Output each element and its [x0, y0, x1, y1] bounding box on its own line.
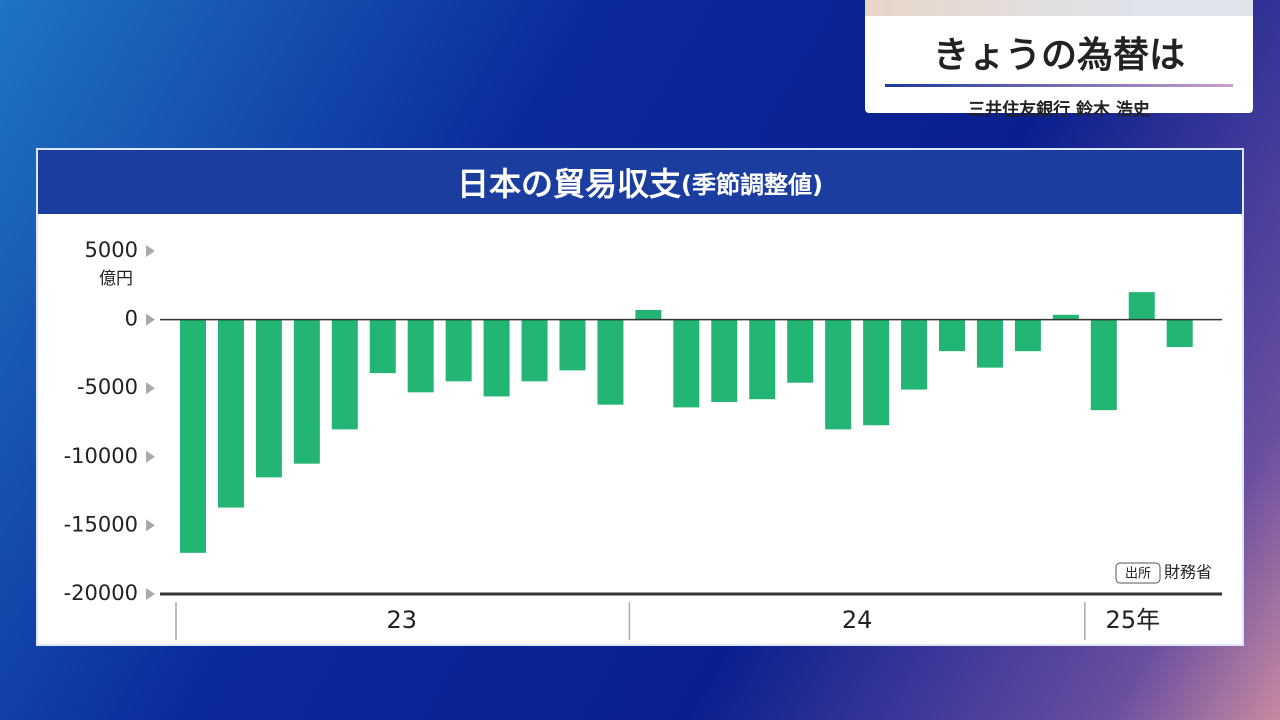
- y-tick-label: -10000: [64, 444, 138, 468]
- y-tick-mark: [146, 245, 155, 257]
- bar: [976, 319, 1003, 368]
- y-tick-label: 5000: [85, 238, 138, 262]
- bar: [635, 309, 662, 320]
- bar: [1052, 314, 1079, 320]
- bar: [939, 319, 965, 352]
- source-tag: 出所: [1125, 567, 1151, 582]
- bar: [711, 319, 738, 402]
- bar: [217, 319, 244, 508]
- header-rule: [885, 84, 1233, 87]
- bar: [521, 319, 548, 382]
- chart-subtitle: (季節調整値): [681, 170, 823, 199]
- bar: [1128, 292, 1155, 320]
- bar: [407, 319, 434, 393]
- y-tick-label: 0: [125, 307, 138, 331]
- bar: [1166, 319, 1193, 348]
- y-axis-unit: 億円: [99, 269, 133, 289]
- y-tick-label: -15000: [64, 512, 138, 536]
- bar: [597, 319, 624, 405]
- chart-title: 日本の貿易収支: [457, 165, 682, 203]
- bar: [863, 319, 890, 426]
- y-tick-label: -5000: [77, 375, 138, 399]
- bar: [1014, 319, 1041, 352]
- header-title: きょうの為替は: [932, 35, 1185, 76]
- presenter: 三井住友銀行 鈴木 浩史: [968, 100, 1150, 120]
- bar: [749, 319, 776, 400]
- bar: [331, 319, 358, 430]
- title-bar: 日本の貿易収支 (季節調整値): [38, 150, 1242, 214]
- bar: [673, 319, 700, 408]
- bar: [369, 319, 396, 374]
- bar: [559, 319, 586, 371]
- bar: [825, 319, 852, 430]
- bar: [293, 319, 320, 464]
- year-label: 25年: [1106, 606, 1161, 634]
- year-label: 23: [386, 606, 417, 634]
- header-strip: [865, 0, 1253, 16]
- source-tag-box: [1115, 562, 1161, 584]
- source: 財務省: [1164, 563, 1212, 582]
- y-tick-mark: [146, 588, 155, 600]
- bar: [180, 319, 206, 553]
- y-tick-label: -20000: [64, 581, 138, 605]
- bar: [255, 319, 282, 478]
- bar: [445, 319, 472, 382]
- program-header: きょうの為替は 三井住友銀行 鈴木 浩史: [865, 0, 1253, 120]
- y-tick-mark: [146, 382, 155, 395]
- bar: [1090, 319, 1117, 411]
- bar: [483, 319, 510, 397]
- y-tick-mark: [146, 313, 155, 326]
- y-tick-mark: [146, 450, 155, 463]
- bar: [787, 319, 814, 383]
- y-tick-mark: [146, 519, 155, 532]
- year-label: 24: [842, 606, 873, 634]
- bar: [901, 319, 928, 390]
